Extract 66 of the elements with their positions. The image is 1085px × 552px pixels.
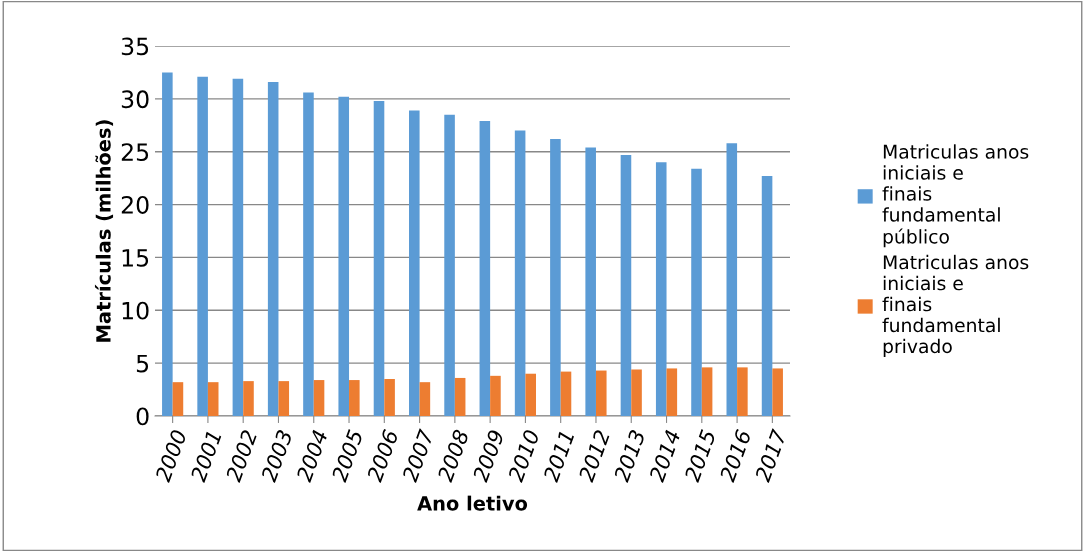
legend-label: Matriculas anos iniciais e finais fundamental público [882,144,1029,248]
x-tick-label: 2001 [189,430,222,484]
bar [162,72,173,416]
bar [419,382,431,416]
x-tick-label: 2007 [401,428,435,484]
x-tick-label: 2009 [471,429,505,484]
bar [490,375,501,416]
y-tick-label: 20 [121,196,149,214]
bar [172,382,184,416]
bar [243,381,254,416]
bar [444,114,455,416]
x-tick-label: 2017 [754,428,788,484]
y-tick-label: 0 [136,407,149,426]
bar [761,176,773,416]
bar [666,368,678,416]
bar [595,370,607,416]
bar [373,100,385,416]
bar [726,143,738,416]
bar [631,369,642,416]
bar [479,121,491,416]
bar [349,380,360,416]
x-tick-label: 2014 [648,429,681,484]
bar [207,382,219,416]
bar [232,78,244,416]
bar [267,81,279,416]
legend-label: Matriculas anos iniciais e finais fundamental privado [882,254,1029,357]
y-tick-label: 5 [136,354,149,373]
x-tick-label: 2008 [436,428,470,484]
bar [620,154,632,416]
x-axis-title: Ano letivo [417,495,528,511]
bar [303,92,314,416]
bar [550,139,561,416]
bar [278,381,290,416]
y-tick-label: 15 [122,249,149,267]
x-tick-label: 2006 [366,428,399,484]
x-tick-label: 2010 [507,428,540,484]
y-tick-label: 35 [121,37,149,56]
bar [384,379,395,416]
bar [514,130,526,416]
x-tick-label: 2012 [577,429,611,484]
bar [701,367,713,416]
bar [691,168,702,416]
bar [585,147,596,416]
bar [338,96,350,416]
bar [772,368,783,416]
bar [313,380,325,416]
x-tick-label: 2000 [154,428,188,484]
bar [560,371,572,416]
y-tick-label: 25 [121,143,149,162]
x-tick-label: 2015 [683,429,717,484]
y-tick-label: 30 [121,90,149,109]
x-tick-label: 2011 [542,430,575,484]
x-tick-label: 2013 [613,429,646,484]
bar [197,76,208,416]
bar [655,162,667,416]
bar [454,377,466,416]
x-tick-label: 2002 [225,429,258,484]
y-tick-label: 10 [122,301,149,320]
bar [737,367,748,416]
y-axis-title: Matrículas (milhões) [94,120,114,342]
x-tick-label: 2003 [260,429,293,484]
x-tick-label: 2004 [295,429,328,484]
x-tick-label: 2016 [718,428,752,484]
x-tick-label: 2005 [330,429,364,484]
bar [525,373,536,416]
bar [409,110,420,416]
